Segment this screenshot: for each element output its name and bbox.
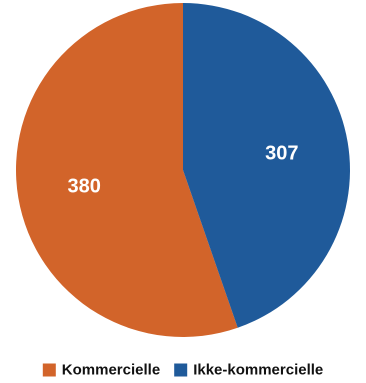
legend-label-2: Ikke-kommercielle (193, 362, 323, 379)
pie-slice-2 (183, 3, 350, 328)
legend-item-2: Ikke-kommercielle (174, 362, 323, 379)
pie-slice-1 (15, 3, 238, 337)
legend-swatch-1 (42, 363, 56, 377)
legend: Kommercielle Ikke-kommercielle (42, 362, 323, 379)
legend-label-1: Kommercielle (62, 362, 160, 379)
pie-slices (15, 3, 350, 337)
slice-value-label-1: 380 (68, 176, 101, 198)
slice-labels: 380 307 (68, 142, 299, 197)
legend-item-1: Kommercielle (42, 362, 160, 379)
slice-value-label-2: 307 (265, 142, 298, 164)
legend-swatch-2 (174, 363, 188, 377)
